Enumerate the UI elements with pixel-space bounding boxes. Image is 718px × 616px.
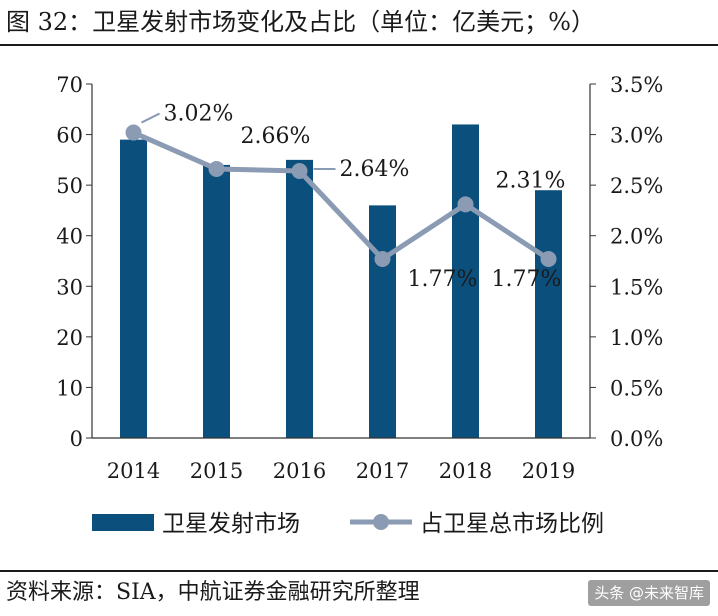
chart-title: 图 32：卫星发射市场变化及占比（单位：亿美元；%） xyxy=(6,8,595,36)
data-label: 2.31% xyxy=(496,168,566,193)
y-tick-label-left: 0 xyxy=(70,427,83,451)
y-tick-label-left: 40 xyxy=(56,225,83,249)
y-tick-label-left: 70 xyxy=(56,73,83,97)
bar-2019 xyxy=(535,190,562,438)
x-tick-label-2017: 2017 xyxy=(356,459,409,483)
y-tick-label-left: 10 xyxy=(56,376,83,400)
bar-2016 xyxy=(286,159,313,438)
line-point-2015 xyxy=(208,160,225,177)
y-tick-label-right: 2.5% xyxy=(610,174,663,198)
y-tick-label-left: 20 xyxy=(56,326,83,350)
y-tick-label-left: 60 xyxy=(56,124,83,148)
y-tick-label-left: 50 xyxy=(56,174,83,198)
x-tick-label-2018: 2018 xyxy=(439,459,492,483)
line-point-2014 xyxy=(125,124,142,141)
legend-label-bar: 卫星发射市场 xyxy=(162,511,300,537)
data-label: 1.77% xyxy=(408,267,478,292)
bottom-rule xyxy=(0,570,718,572)
y-tick-label-right: 0.0% xyxy=(610,427,663,451)
y-tick-label-right: 1.5% xyxy=(610,275,663,299)
line-share xyxy=(132,130,550,262)
data-label: 2.66% xyxy=(241,124,311,149)
x-tick-label-2019: 2019 xyxy=(522,459,575,483)
data-label: 1.77% xyxy=(492,267,562,292)
source-note: 资料来源：SIA，中航证券金融研究所整理 xyxy=(6,580,420,605)
bar-2015 xyxy=(203,164,230,438)
y-tick-label-right: 2.0% xyxy=(610,225,663,249)
bar-2014 xyxy=(120,139,147,438)
line-point-2016 xyxy=(291,162,308,179)
label-leader xyxy=(141,112,160,124)
watermark: 头条 @未来智库 xyxy=(588,580,710,606)
y-tick-label-left: 30 xyxy=(56,275,83,299)
bar-2017 xyxy=(369,205,396,438)
y-tick-label-right: 3.0% xyxy=(610,124,663,148)
line-point-2018 xyxy=(457,196,474,213)
y-tick-label-right: 3.5% xyxy=(610,73,663,97)
data-label: 2.64% xyxy=(340,157,410,182)
x-tick-label-2014: 2014 xyxy=(107,459,160,483)
legend-marker-line xyxy=(373,514,389,530)
legend-swatch-bar xyxy=(92,514,154,531)
line-point-2019 xyxy=(540,250,557,267)
x-tick-label-2015: 2015 xyxy=(190,459,243,483)
top-rule xyxy=(0,44,718,46)
y-tick-label-right: 0.5% xyxy=(610,376,663,400)
data-label: 3.02% xyxy=(164,102,234,127)
legend-label-line: 占卫星总市场比例 xyxy=(420,511,604,537)
y-tick-label-right: 1.0% xyxy=(610,326,663,350)
line-point-2017 xyxy=(374,250,391,267)
x-tick-label-2016: 2016 xyxy=(273,459,326,483)
bar-2018 xyxy=(452,124,479,438)
chart: 0 0.0% 10 0.5% 20 1.0% 30 1.5% 40 2.0% 50 2.5% 60 3.0… xyxy=(56,73,663,537)
